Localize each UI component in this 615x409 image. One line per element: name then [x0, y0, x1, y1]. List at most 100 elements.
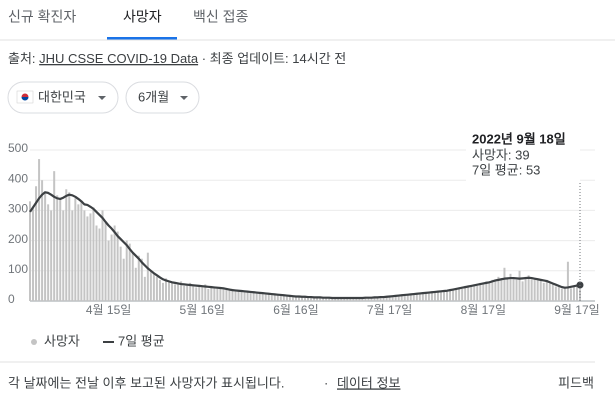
bar [400, 294, 403, 301]
bar [119, 246, 122, 301]
bar [285, 295, 288, 301]
y-tick-label: 200 [8, 232, 28, 246]
bar [409, 294, 412, 301]
bar [449, 288, 452, 301]
bar [222, 287, 225, 301]
dropdown-arrow [98, 96, 106, 100]
bar [521, 281, 524, 301]
tab-selected[interactable]: 사망자 [123, 9, 162, 25]
bar [204, 284, 207, 301]
bar [255, 293, 258, 301]
bar [415, 294, 418, 301]
x-tick-label: 5월 16일 [180, 303, 225, 317]
bar [322, 297, 325, 301]
bar [240, 291, 243, 301]
tooltip-date: 2022년 9월 18일 [472, 131, 566, 146]
bar [276, 294, 279, 301]
bar [313, 297, 316, 301]
bar [446, 291, 449, 301]
bar [563, 287, 566, 301]
bar [488, 283, 491, 301]
bar [92, 207, 95, 301]
plot: 0 100 200 300 400 500 4월 15일 5월 16일 6월 16일 7월 17일… [8, 141, 600, 317]
bar [270, 293, 273, 301]
bar [394, 295, 397, 301]
chip-label: 대한민국 [38, 89, 86, 104]
tab-indicator [107, 37, 177, 40]
bar [113, 225, 116, 301]
bar [539, 279, 542, 301]
country-filter[interactable]: 대한민국 [7, 81, 119, 114]
y-tick-label: 500 [8, 141, 28, 155]
bar [98, 228, 101, 301]
bar [406, 294, 409, 301]
bar [201, 286, 204, 301]
bar [307, 297, 310, 301]
bar [370, 297, 373, 301]
bar [509, 273, 512, 301]
range-filter[interactable]: 6개월 [125, 81, 200, 114]
bar [515, 279, 518, 301]
legend-label: 7일 평균 [118, 333, 165, 348]
bar [533, 278, 536, 301]
bar [249, 291, 252, 301]
bar [32, 207, 35, 301]
tab[interactable]: 백신 접종 [193, 9, 249, 25]
bar [358, 297, 361, 301]
legend-swatch [31, 339, 37, 345]
footer-link[interactable]: 데이터 정보 [337, 375, 400, 390]
bar [334, 297, 337, 301]
bar [264, 293, 267, 301]
bar [237, 290, 240, 301]
bar [310, 296, 313, 301]
chip [125, 81, 200, 114]
bar [443, 290, 446, 301]
bar [104, 222, 107, 301]
bar [439, 291, 442, 301]
y-tick-label: 0 [8, 292, 15, 306]
tooltip-box [466, 127, 580, 183]
bar [548, 283, 551, 301]
bar [68, 192, 71, 301]
bar [71, 210, 74, 301]
source-suffix: · 최종 업데이트: 14시간 전 [202, 51, 347, 66]
dropdown-arrow [180, 96, 188, 100]
bar [158, 279, 161, 301]
bar [346, 298, 349, 301]
y-tick-label: 300 [8, 202, 28, 216]
y-tick-label: 400 [8, 171, 28, 185]
bar [29, 201, 31, 301]
bar [195, 287, 198, 301]
bar [174, 284, 177, 301]
bar [56, 195, 59, 301]
bar [575, 284, 578, 301]
bar [219, 288, 222, 301]
x-tick-label: 8월 17일 [461, 303, 506, 317]
source-link[interactable]: JHU CSSE COVID-19 Data [39, 51, 199, 66]
bar [267, 294, 270, 301]
bar [482, 284, 485, 301]
bar [171, 282, 174, 301]
bar [294, 296, 297, 301]
bar [476, 285, 479, 301]
bar [137, 255, 140, 301]
y-tick-label: 100 [8, 262, 28, 276]
bar [261, 293, 264, 301]
bar [506, 279, 509, 301]
bar [337, 298, 340, 301]
bar [95, 225, 98, 301]
bar [44, 192, 47, 301]
bar [352, 297, 355, 301]
bar [385, 297, 388, 301]
feedback[interactable]: 피드백 [558, 375, 594, 390]
bar [503, 267, 506, 301]
bar [430, 291, 433, 301]
bar [364, 297, 367, 301]
flag-blue [21, 97, 29, 101]
tab[interactable]: 신규 확진자 [8, 9, 76, 25]
bar [542, 282, 545, 301]
bar [207, 288, 210, 301]
bar [243, 291, 246, 301]
x-tick-label: 9월 17일 [554, 303, 599, 317]
bar [131, 252, 134, 301]
